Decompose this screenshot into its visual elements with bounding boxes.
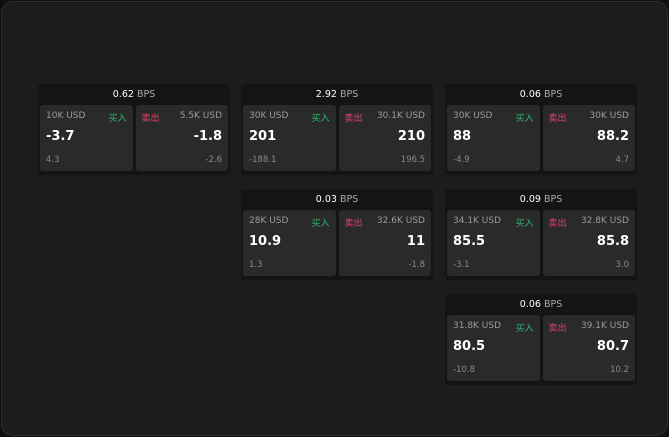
buy-label: 买入 <box>311 219 330 229</box>
ask-change: 4.7 <box>615 155 629 165</box>
buy-label: 买入 <box>515 324 534 334</box>
buy-button[interactable]: 34.1K USD 买入 85.5 -3.1 <box>447 210 540 276</box>
ask-size: 32.6K USD <box>376 216 425 226</box>
sell-button[interactable]: 卖出 32.8K USD 85.8 3.0 <box>542 210 635 276</box>
ask-price: 11 <box>406 234 425 249</box>
sell-button[interactable]: 卖出 30.1K USD 210 196.5 <box>338 105 431 171</box>
sell-label: 卖出 <box>141 114 160 124</box>
spread-unit: BPS <box>543 299 563 310</box>
buy-button[interactable]: 28K USD 买入 10.9 1.3 <box>243 210 336 276</box>
buy-button[interactable]: 30K USD 买入 88 -4.9 <box>447 105 540 171</box>
spread-header: 0.09 BPS <box>445 189 637 210</box>
ask-size: 30.1K USD <box>376 111 425 121</box>
bid-change: 1.3 <box>249 260 263 270</box>
buy-button[interactable]: 10K USD 买入 -3.7 4.3 <box>40 105 133 171</box>
spread-header: 0.06 BPS <box>445 294 637 315</box>
spread-unit: BPS <box>339 89 359 100</box>
spread-header: 0.03 BPS <box>241 189 433 210</box>
ask-size: 5.5K USD <box>179 111 222 121</box>
buy-label: 买入 <box>311 114 330 124</box>
ask-size: 32.8K USD <box>580 216 629 226</box>
buy-label: 买入 <box>515 114 534 124</box>
bid-price: 85.5 <box>453 234 486 249</box>
ask-price: 80.7 <box>596 339 629 354</box>
buy-label: 买入 <box>515 219 534 229</box>
spread-unit: BPS <box>136 89 156 100</box>
spread-value: 2.92 <box>315 89 337 100</box>
ask-change: -2.6 <box>205 155 222 165</box>
buy-label: 买入 <box>108 114 127 124</box>
bid-size: 31.8K USD <box>453 321 502 331</box>
bid-change: -4.9 <box>453 155 470 165</box>
spread-value: 0.06 <box>519 299 541 310</box>
quote-card: 0.06 BPS 31.8K USD 买入 80.5 -10.8 卖出 39.1K … <box>445 294 637 385</box>
spread-unit: BPS <box>339 194 359 205</box>
ask-price: 85.8 <box>596 234 629 249</box>
quote-card: 0.03 BPS 28K USD 买入 10.9 1.3 卖出 32.6K USD … <box>241 189 433 280</box>
ask-change: -1.8 <box>408 260 425 270</box>
sell-label: 卖出 <box>548 219 567 229</box>
spread-unit: BPS <box>543 194 563 205</box>
sell-button[interactable]: 卖出 32.6K USD 11 -1.8 <box>338 210 431 276</box>
spread-value: 0.03 <box>315 194 337 205</box>
bid-size: 28K USD <box>249 216 289 226</box>
sell-label: 卖出 <box>548 114 567 124</box>
sell-label: 卖出 <box>344 219 363 229</box>
quote-card: 0.09 BPS 34.1K USD 买入 85.5 -3.1 卖出 32.8K U… <box>445 189 637 280</box>
quote-card: 2.92 BPS 30K USD 买入 201 -188.1 卖出 30.1K US… <box>241 84 433 175</box>
spread-value: 0.06 <box>519 89 541 100</box>
bid-change: -10.8 <box>453 365 475 375</box>
buy-button[interactable]: 31.8K USD 买入 80.5 -10.8 <box>447 315 540 381</box>
ask-change: 196.5 <box>400 155 425 165</box>
ask-change: 3.0 <box>615 260 629 270</box>
sell-label: 卖出 <box>548 324 567 334</box>
sell-button[interactable]: 卖出 39.1K USD 80.7 10.2 <box>542 315 635 381</box>
spread-value: 0.62 <box>112 89 134 100</box>
spread-header: 2.92 BPS <box>241 84 433 105</box>
spread-header: 0.06 BPS <box>445 84 637 105</box>
ask-price: 210 <box>397 129 425 144</box>
ask-price: 88.2 <box>596 129 629 144</box>
ask-change: 10.2 <box>610 365 629 375</box>
spread-header: 0.62 BPS <box>38 84 230 105</box>
bid-price: 80.5 <box>453 339 486 354</box>
bid-size: 10K USD <box>46 111 86 121</box>
bid-size: 34.1K USD <box>453 216 502 226</box>
sell-label: 卖出 <box>344 114 363 124</box>
ask-size: 39.1K USD <box>580 321 629 331</box>
bid-change: -3.1 <box>453 260 470 270</box>
bid-price: 10.9 <box>249 234 282 249</box>
buy-button[interactable]: 30K USD 买入 201 -188.1 <box>243 105 336 171</box>
bid-change: 4.3 <box>46 155 60 165</box>
spread-value: 0.09 <box>519 194 541 205</box>
sell-button[interactable]: 卖出 5.5K USD -1.8 -2.6 <box>135 105 228 171</box>
quote-card: 0.62 BPS 10K USD 买入 -3.7 4.3 卖出 5.5K USD -… <box>38 84 230 175</box>
bid-change: -188.1 <box>249 155 277 165</box>
ask-price: -1.8 <box>193 129 222 144</box>
bid-price: 88 <box>453 129 472 144</box>
bid-size: 30K USD <box>249 111 289 121</box>
bid-price: -3.7 <box>46 129 75 144</box>
bid-size: 30K USD <box>453 111 493 121</box>
bid-price: 201 <box>249 129 277 144</box>
quote-card: 0.06 BPS 30K USD 买入 88 -4.9 卖出 30K USD 88.… <box>445 84 637 175</box>
spread-unit: BPS <box>543 89 563 100</box>
ask-size: 30K USD <box>589 111 629 121</box>
sell-button[interactable]: 卖出 30K USD 88.2 4.7 <box>542 105 635 171</box>
